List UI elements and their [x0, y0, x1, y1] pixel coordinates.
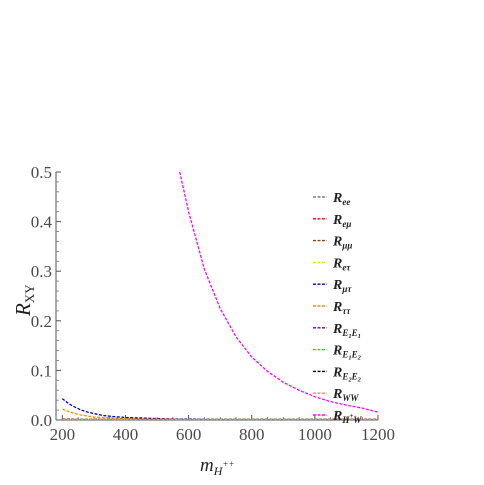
x-tick-label: 400: [113, 425, 139, 444]
y-tick-label: 0.1: [31, 361, 52, 380]
legend-label-R_μμ: Rμμ: [332, 235, 352, 251]
x-tick-label: 800: [239, 425, 265, 444]
x-tick-label: 1000: [298, 425, 332, 444]
y-tick-label: 0.5: [31, 163, 52, 182]
legend-label-R_E2E2: RE2E2: [332, 365, 362, 383]
y-tick-label: 0.2: [31, 312, 52, 331]
legend-label-R_eτ: Reτ: [332, 256, 351, 272]
series-line-R_ττ: [62, 408, 378, 420]
y-tick-label: 0.4: [31, 213, 53, 232]
legend-label-R_ττ: Rττ: [332, 300, 351, 316]
axes: 200 400 600 800 1000 1200 0.0 0.1 0.2 0.3 0.4 0.5: [31, 163, 395, 444]
legend-label-R_μτ: Rμτ: [332, 278, 352, 294]
legend-label-R_eμ: Reμ: [332, 213, 351, 229]
legend-label-R_H+W: RH+W: [332, 409, 362, 425]
series-line-R_H+W: [179, 172, 378, 413]
y-tick-label: 0.0: [31, 411, 52, 430]
axis-titles: mH++ RXY: [11, 284, 235, 478]
legend-label-R_WW: RWW: [332, 387, 359, 403]
x-tick-label: 1200: [361, 425, 395, 444]
y-axis-title: RXY: [11, 284, 37, 317]
x-tick-label: 200: [50, 425, 76, 444]
legend-label-R_ee: Ree: [332, 191, 350, 207]
legend-label-R_E1E1: RE1E1: [332, 322, 361, 340]
legend: Ree Reμ Rμμ Reτ Rμτ Rττ RE1E1 RE1E2 RE2E2 RWW RH+W: [313, 191, 362, 425]
y-tick-label: 0.3: [31, 262, 52, 281]
x-tick-label: 600: [176, 425, 202, 444]
x-axis-title: mH++: [200, 455, 235, 478]
series-lines: [61, 172, 378, 420]
legend-label-R_E1E2: RE1E2: [332, 344, 362, 362]
